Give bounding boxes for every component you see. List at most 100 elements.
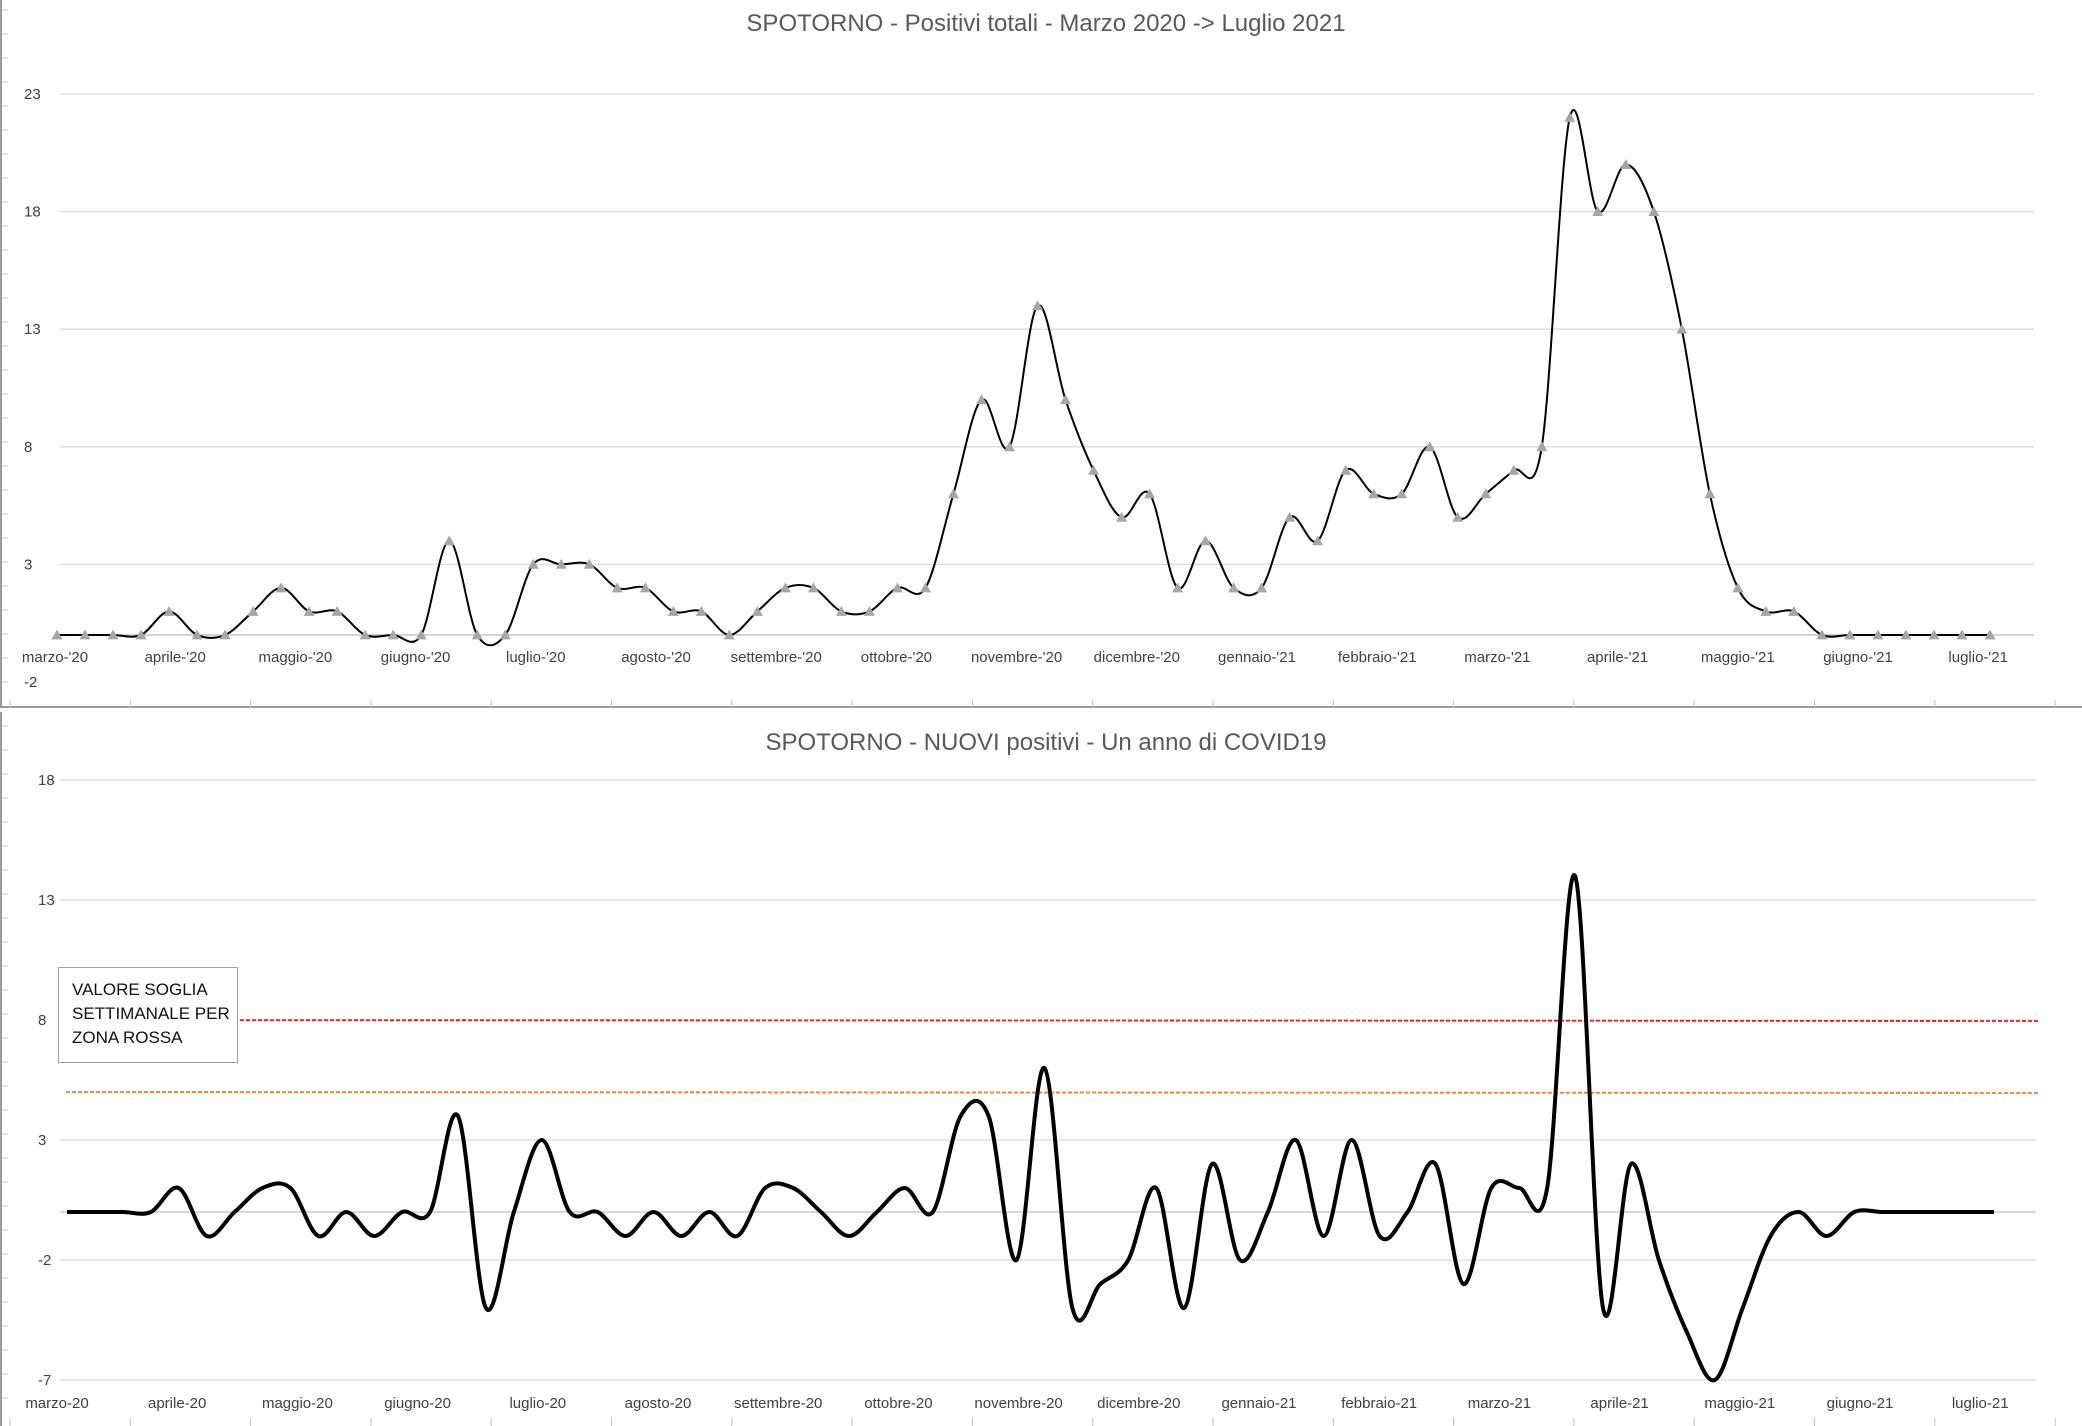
x-tick-label: dicembre-'20 [1094, 649, 1180, 666]
data-point-marker [975, 394, 987, 405]
data-point-marker [499, 629, 511, 640]
data-point-marker [723, 629, 735, 640]
data-point-marker [275, 582, 287, 593]
data-point-marker [1704, 488, 1716, 499]
y-tick-label: -2 [24, 674, 37, 691]
x-tick-label: giugno-'20 [381, 649, 451, 666]
annotation-line-3: ZONA ROSSA [72, 1028, 183, 1047]
y-tick-label: 18 [38, 772, 55, 789]
data-point-marker [1228, 582, 1240, 593]
x-tick-label: maggio-21 [1704, 1395, 1775, 1412]
x-tick-label: giugno-'21 [1823, 649, 1893, 666]
data-point-marker [79, 629, 91, 640]
x-tick-label: maggio-'21 [1701, 649, 1775, 666]
data-point-marker [387, 629, 399, 640]
data-point-marker [1116, 511, 1128, 522]
data-point-marker [1003, 441, 1015, 452]
y-tick-label: -2 [38, 1252, 51, 1269]
x-tick-label: ottobre-'20 [861, 649, 932, 666]
data-point-marker [1144, 488, 1156, 499]
annotation-line-1: VALORE SOGLIA [72, 980, 208, 999]
threshold-annotation: VALORE SOGLIA SETTIMANALE PER ZONA ROSSA [58, 967, 238, 1063]
x-tick-label: aprile-21 [1590, 1395, 1648, 1412]
x-tick-label: agosto-20 [625, 1395, 692, 1412]
data-point-marker [163, 605, 175, 616]
data-point-marker [1844, 629, 1856, 640]
chart-title: SPOTORNO - Positivi totali - Marzo 2020 … [746, 10, 1345, 37]
data-point-marker [1368, 488, 1380, 499]
x-tick-label: marzo-'21 [1464, 649, 1530, 666]
data-point-marker [1872, 629, 1884, 640]
y-tick-label: 8 [24, 439, 32, 456]
data-point-marker [1732, 582, 1744, 593]
data-point-marker [751, 605, 763, 616]
x-tick-label: febbraio-21 [1341, 1395, 1417, 1412]
y-tick-label: 23 [24, 86, 41, 103]
x-tick-label: luglio-'20 [506, 649, 566, 666]
data-point-marker [1956, 629, 1968, 640]
data-point-marker [1564, 112, 1576, 122]
x-tick-label: marzo-'20 [22, 649, 88, 666]
data-point-marker [891, 582, 903, 593]
y-tick-label: 3 [24, 556, 32, 573]
x-tick-label: luglio-'21 [1948, 649, 2008, 666]
data-point-marker [1060, 394, 1072, 405]
data-point-marker [583, 558, 595, 569]
data-point-marker [1424, 441, 1436, 452]
x-tick-label: febbraio-'21 [1338, 649, 1417, 666]
x-tick-label: ottobre-20 [864, 1395, 932, 1412]
data-point-marker [471, 629, 483, 640]
y-tick-label: -7 [38, 1372, 51, 1389]
x-tick-label: marzo-21 [1468, 1395, 1531, 1412]
x-tick-label: novembre-20 [974, 1395, 1062, 1412]
data-point-marker [639, 582, 651, 593]
data-point-marker [1676, 323, 1688, 334]
data-point-marker [1592, 206, 1604, 216]
data-point-marker [947, 488, 959, 499]
data-point-marker [835, 605, 847, 616]
data-point-marker [1032, 300, 1044, 311]
data-point-marker [1340, 464, 1352, 475]
data-point-marker [107, 629, 119, 640]
data-point-marker [135, 629, 147, 640]
data-point-marker [1648, 206, 1660, 216]
data-point-marker [1536, 441, 1548, 452]
data-point-marker [1508, 464, 1520, 475]
data-point-marker [51, 629, 63, 640]
x-tick-label: aprile-'20 [145, 649, 206, 666]
data-point-marker [1172, 582, 1184, 593]
x-tick-label: maggio-20 [262, 1395, 333, 1412]
x-tick-label: settembre-'20 [731, 649, 822, 666]
annotation-line-2: SETTIMANALE PER [72, 1004, 230, 1023]
data-point-marker [1312, 535, 1324, 546]
data-point-marker [807, 582, 819, 593]
x-tick-label: giugno-20 [384, 1395, 451, 1412]
x-tick-label: aprile-'21 [1587, 649, 1648, 666]
data-point-marker [247, 605, 259, 616]
series-line [67, 873, 1994, 1383]
y-tick-label: 13 [38, 892, 55, 909]
data-point-marker [1928, 629, 1940, 640]
data-point-marker [359, 629, 371, 640]
data-point-marker [1760, 605, 1772, 616]
x-tick-label: aprile-20 [148, 1395, 206, 1412]
x-tick-label: luglio-20 [509, 1395, 566, 1412]
data-point-marker [219, 629, 231, 640]
data-point-marker [1816, 629, 1828, 640]
data-point-marker [779, 582, 791, 593]
x-tick-label: marzo-20 [25, 1395, 88, 1412]
data-point-marker [1284, 511, 1296, 522]
data-point-marker [415, 629, 427, 640]
data-point-marker [331, 605, 343, 616]
data-point-marker [1396, 488, 1408, 499]
data-point-marker [1452, 511, 1464, 522]
data-point-marker [1620, 159, 1632, 169]
y-tick-label: 18 [24, 204, 41, 221]
series-line [56, 108, 1990, 647]
data-point-marker [191, 629, 203, 640]
data-point-marker [1480, 488, 1492, 499]
x-tick-label: novembre-'20 [971, 649, 1062, 666]
data-point-marker [863, 605, 875, 616]
x-tick-label: gennaio-'21 [1218, 649, 1296, 666]
